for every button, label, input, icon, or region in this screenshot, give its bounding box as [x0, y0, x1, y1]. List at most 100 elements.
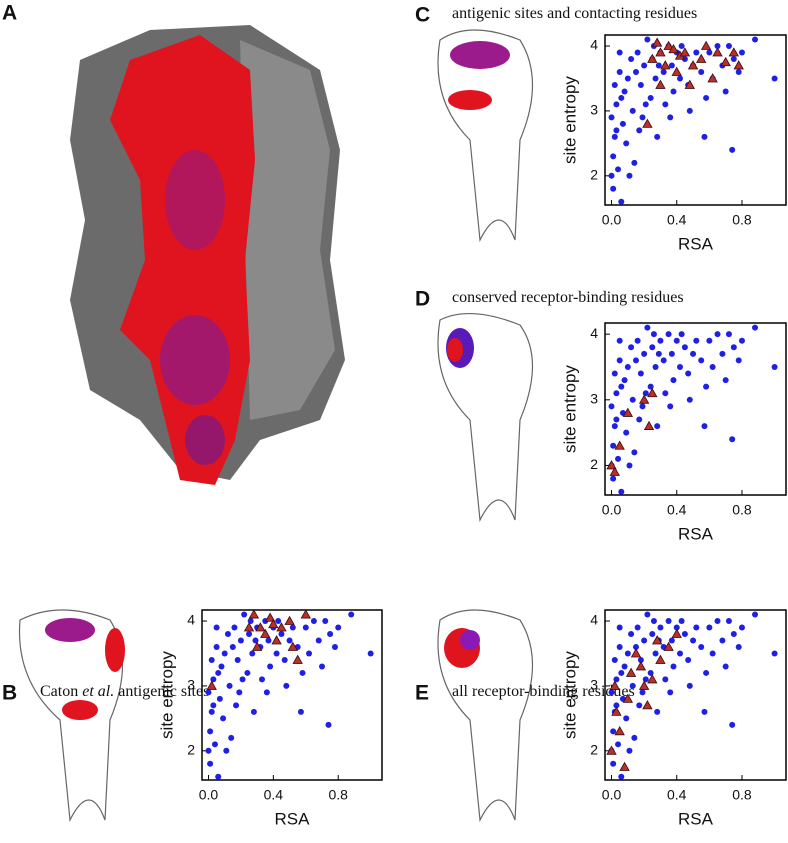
y-tick-label: 4	[187, 612, 195, 628]
scatter-point	[348, 611, 355, 618]
scatter-point	[228, 734, 235, 741]
scatter-point	[652, 363, 659, 370]
scatter-point	[649, 631, 656, 638]
scatter-point	[611, 81, 618, 88]
scatter-point	[616, 357, 623, 364]
scatter-point	[686, 396, 693, 403]
x-tick-label: 0.8	[732, 502, 752, 518]
scatter-point	[234, 656, 241, 663]
scatter-point	[611, 423, 618, 430]
scatter-point	[670, 88, 677, 95]
triangle-point	[622, 407, 634, 417]
scatter-point	[611, 133, 618, 140]
panel-title: conserved receptor-binding residues	[452, 289, 684, 306]
scatter-point	[685, 656, 692, 663]
scatter-point	[681, 344, 688, 351]
scatter-point	[722, 88, 729, 95]
scatter-point	[335, 624, 342, 631]
scatter-point	[703, 669, 710, 676]
triangle-point	[668, 43, 679, 54]
triangle-point	[655, 654, 666, 664]
scatter-point	[616, 49, 623, 56]
scatter-point	[244, 669, 251, 676]
scatter-point	[677, 650, 684, 657]
scatter-point	[616, 624, 623, 631]
scatter-point	[677, 75, 684, 82]
plot-frame	[604, 322, 787, 496]
scatter-point	[644, 611, 651, 618]
scatter-point	[634, 624, 641, 631]
scatter-point	[283, 682, 290, 689]
scatter-point	[641, 637, 648, 644]
scatter-point	[706, 337, 713, 344]
scatter-point	[681, 631, 688, 638]
scatter-point	[618, 198, 625, 205]
panel-title: all receptor-binding residues	[452, 683, 635, 700]
scatter-point	[207, 760, 214, 767]
scatter-point	[752, 324, 759, 331]
x-axis-label: RSA	[275, 809, 311, 828]
scatter-point	[725, 331, 732, 338]
scatter-point	[667, 403, 674, 410]
scatter-point	[239, 676, 246, 683]
triangle-point	[647, 53, 658, 63]
x-tick-label: 0.8	[732, 212, 752, 228]
triangle-point	[284, 615, 295, 625]
scatter-point	[719, 350, 726, 357]
scatter-point	[706, 624, 713, 631]
scatter-point	[701, 708, 708, 715]
scatter-point	[618, 773, 625, 780]
scatter-point	[632, 68, 639, 75]
y-tick-label: 2	[590, 742, 598, 758]
scatter-point	[615, 455, 622, 462]
scatter-point	[626, 172, 633, 179]
scatter-point	[701, 133, 708, 140]
scatter-point	[241, 611, 248, 618]
scatter-point	[205, 689, 212, 696]
scatter-point	[623, 429, 630, 436]
y-tick-label: 2	[590, 456, 598, 472]
triangle-point	[625, 667, 637, 677]
scatter-point	[657, 337, 664, 344]
scatter-point	[629, 107, 636, 114]
scatter-point	[668, 62, 675, 69]
scatter-point	[626, 747, 633, 754]
y-axis-label: site entropy	[560, 76, 579, 164]
triangle-point	[638, 394, 650, 404]
triangle-point	[671, 66, 682, 76]
scatter-point	[628, 56, 635, 63]
panel-title: antigenic sites and contacting residues	[452, 5, 697, 22]
scatter-point	[289, 624, 296, 631]
panel-label: D	[415, 288, 430, 311]
scatter-point	[698, 643, 705, 650]
scatter-point	[686, 107, 693, 114]
scatter-point	[662, 390, 669, 397]
scatter-point	[208, 708, 215, 715]
scatter-point	[655, 350, 662, 357]
scatter-point	[673, 337, 680, 344]
x-tick-label: 0.0	[602, 502, 622, 518]
triangle-point	[619, 761, 630, 771]
triangle-point	[663, 641, 674, 651]
scatter-point	[698, 68, 705, 75]
plot-frame	[604, 609, 787, 781]
scatter-point	[722, 377, 729, 384]
scatter-point	[616, 643, 623, 650]
scatter-point	[286, 637, 293, 644]
scatter-point	[729, 146, 736, 153]
panel-label: E	[415, 682, 429, 705]
scatter-point	[236, 689, 243, 696]
scatter-point	[613, 416, 620, 423]
triangle-point	[728, 47, 740, 57]
triangle-point	[614, 726, 625, 736]
scatter-point	[735, 68, 742, 75]
x-tick-label: 0.4	[667, 212, 687, 228]
triangle-point	[635, 661, 647, 671]
scatter-point	[246, 631, 253, 638]
scatter-point	[211, 741, 218, 748]
scatter-point	[771, 363, 778, 370]
title-part: Caton	[40, 683, 82, 700]
scatter-point	[685, 370, 692, 377]
triangle-point	[700, 40, 712, 50]
plot-frame	[604, 34, 787, 206]
